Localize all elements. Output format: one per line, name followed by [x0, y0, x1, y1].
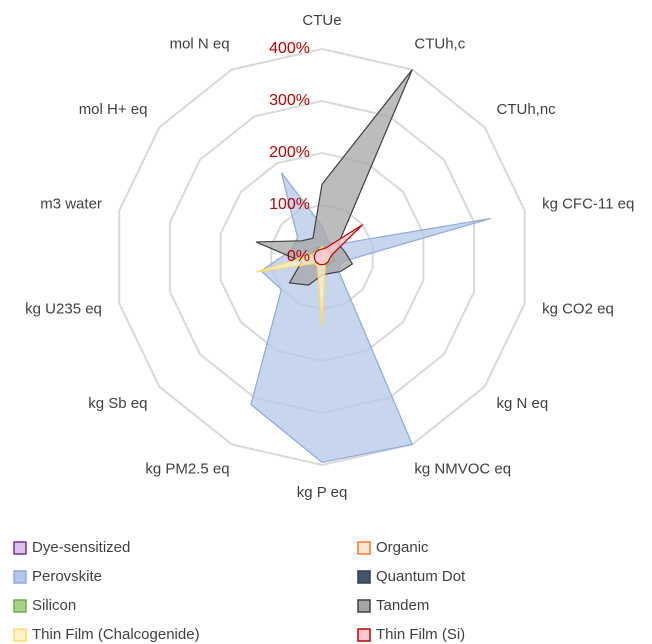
series-area: [313, 224, 364, 266]
legend-label: Dye-sensitized: [32, 539, 130, 556]
r-tick-label: 0%: [287, 248, 310, 265]
category-label: kg PM2.5 eq: [145, 461, 229, 478]
legend-swatch: [13, 570, 27, 584]
r-tick-label: 300%: [269, 92, 310, 109]
legend-swatch: [13, 599, 27, 613]
category-label: CTUh,c: [414, 35, 465, 52]
category-label: kg CO2 eq: [542, 300, 614, 317]
legend-label: Thin Film (Chalcogenide): [32, 626, 200, 643]
category-label: CTUh,nc: [497, 101, 557, 118]
legend-swatch: [357, 541, 371, 555]
r-tick-label: 200%: [269, 144, 310, 161]
category-label: CTUe: [302, 12, 341, 29]
category-label: m3 water: [40, 195, 102, 212]
r-tick-label: 100%: [269, 196, 310, 213]
legend-label: Tandem: [376, 597, 429, 614]
legend-label: Perovskite: [32, 568, 102, 585]
legend-label: Quantum Dot: [376, 568, 466, 585]
category-label: kg P eq: [297, 484, 348, 501]
legend-label: Silicon: [32, 597, 76, 614]
r-tick-label: 400%: [269, 40, 310, 57]
category-label: mol N eq: [170, 35, 230, 52]
legend-label: Thin Film (Si): [376, 626, 465, 643]
series-area: [250, 172, 491, 464]
legend-swatch: [13, 541, 27, 555]
category-label: mol H+ eq: [79, 101, 148, 118]
grid-ring: [118, 47, 526, 467]
legend-swatch: [357, 599, 371, 613]
category-label: kg Sb eq: [88, 395, 147, 412]
legend-swatch: [13, 628, 27, 642]
category-label: kg U235 eq: [25, 300, 102, 317]
legend-swatch: [357, 628, 371, 642]
category-label: kg N eq: [497, 395, 549, 412]
legend-swatch: [357, 570, 371, 584]
category-label: kg CFC-11 eq: [542, 195, 634, 212]
legend-label: Organic: [376, 539, 429, 556]
category-label: kg NMVOC eq: [414, 461, 511, 478]
